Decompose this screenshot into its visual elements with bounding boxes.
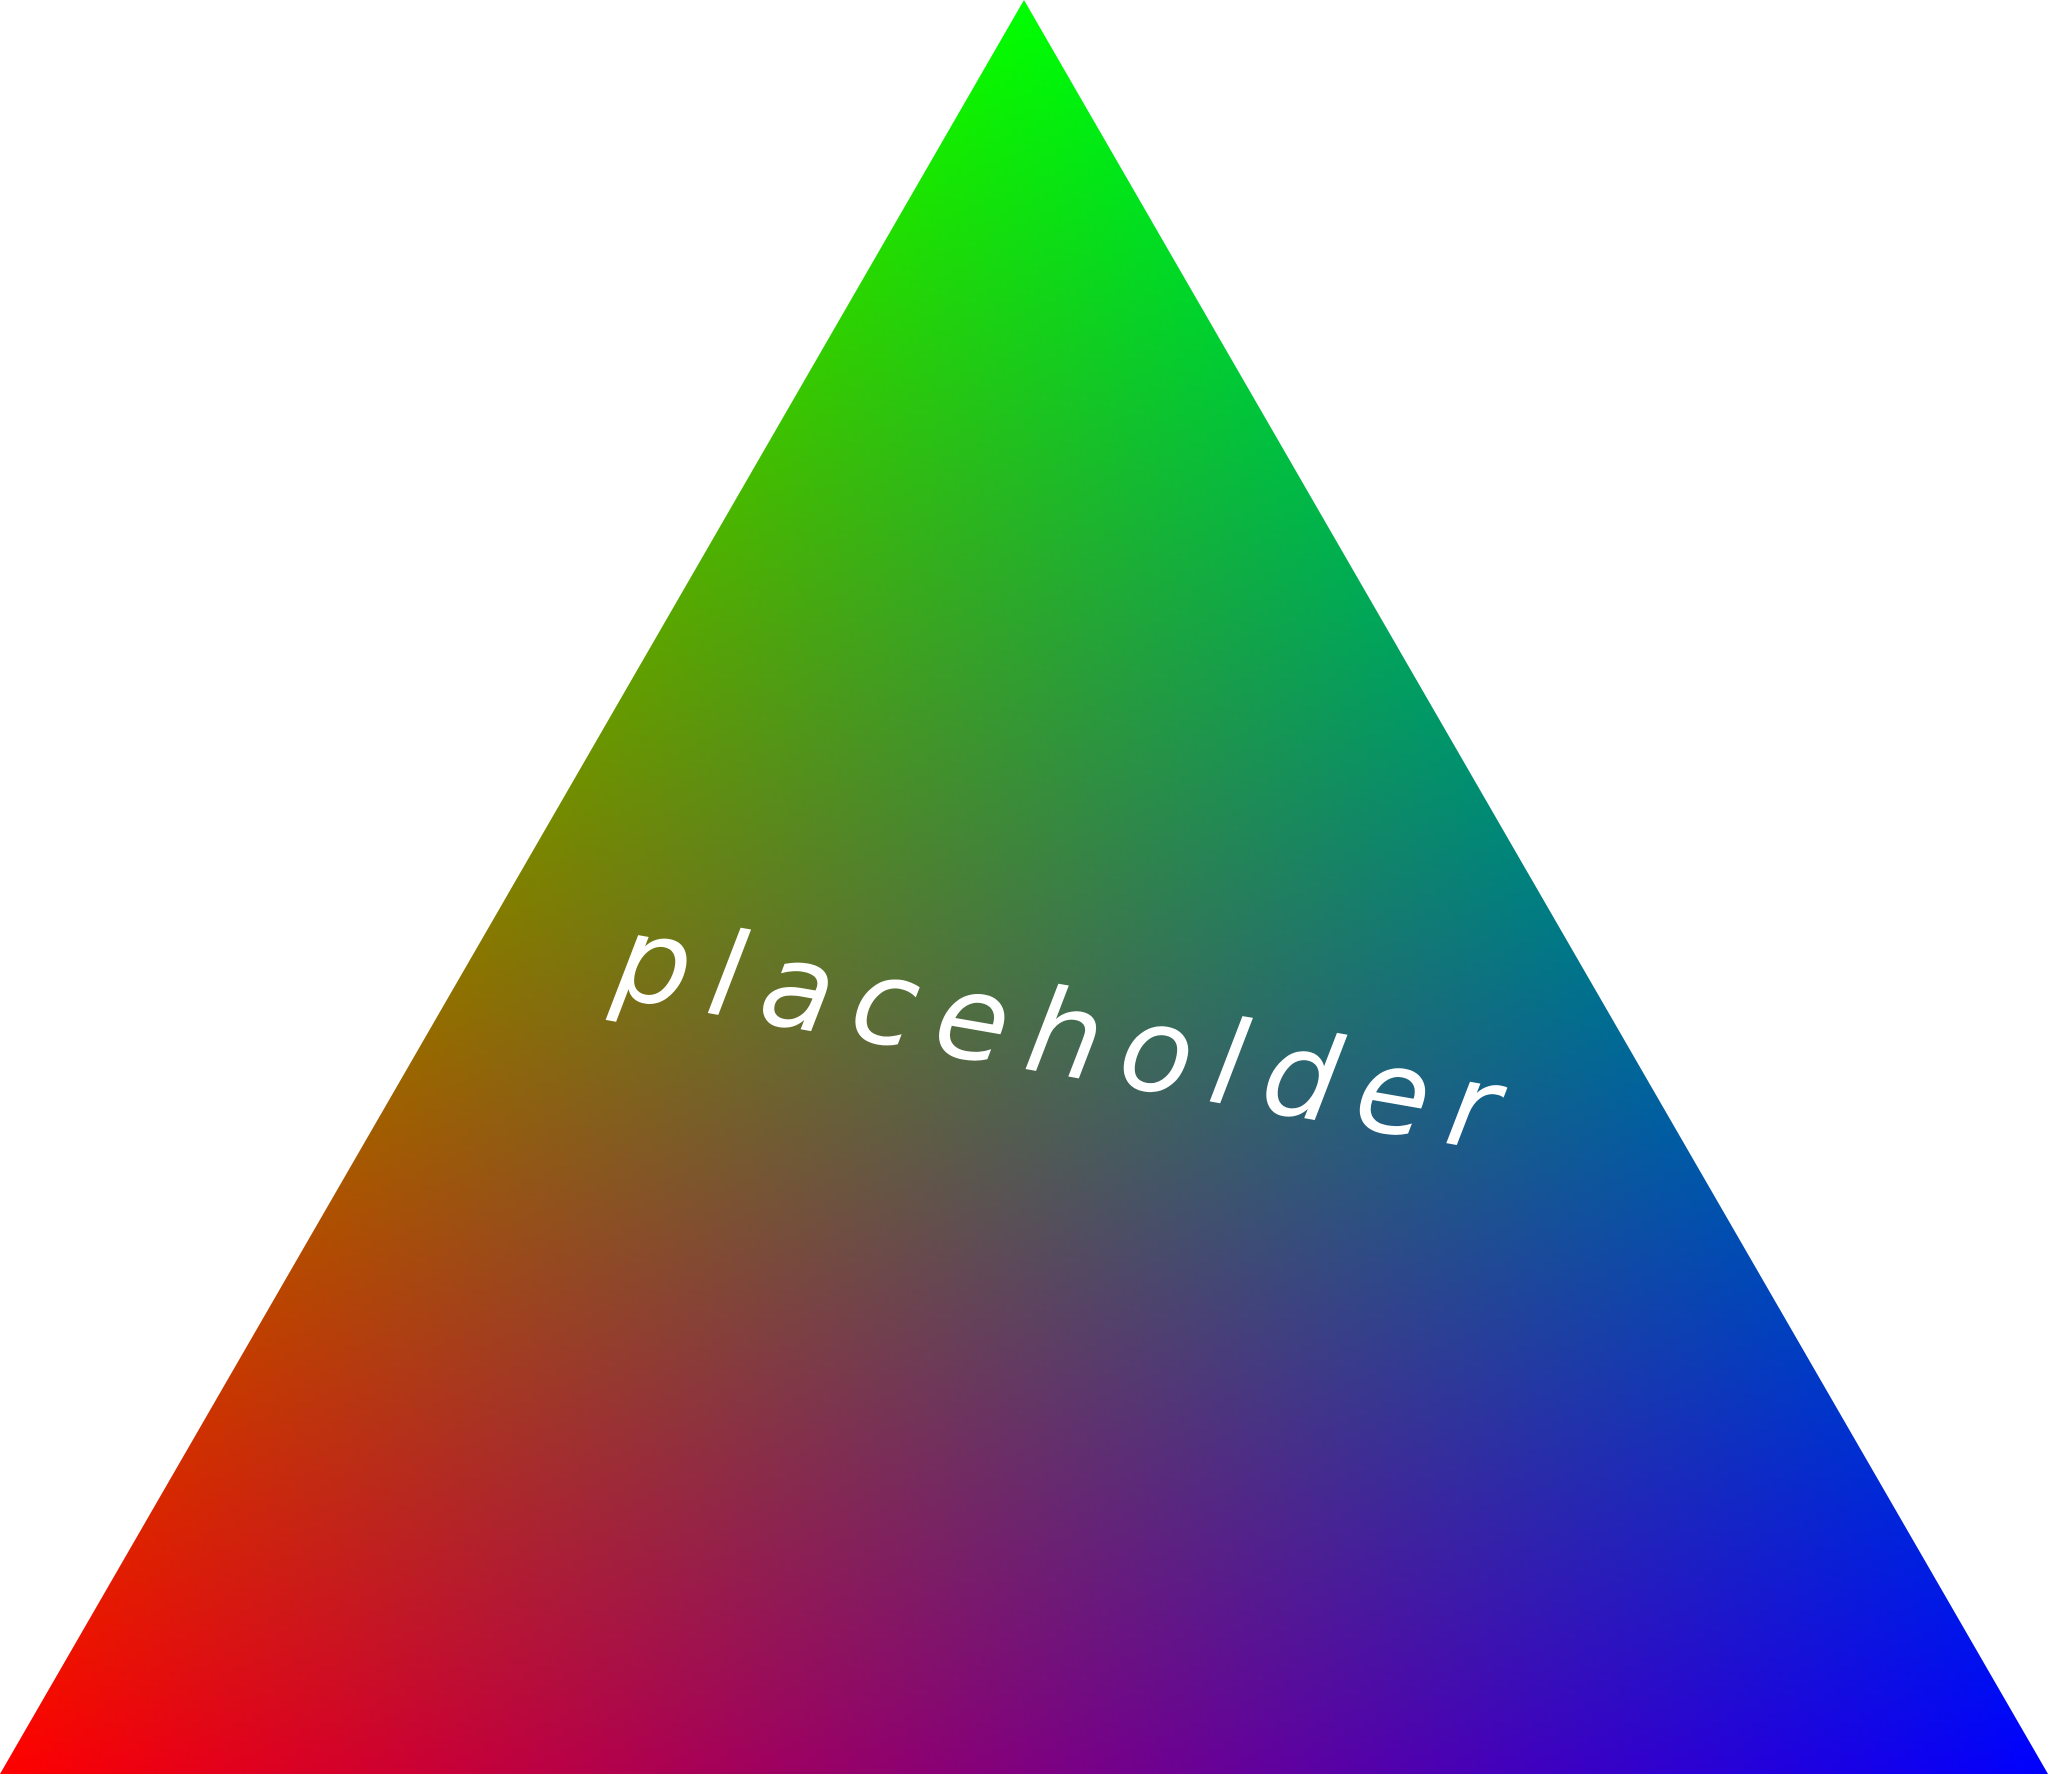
placeholder-graphic: placeholder [0, 0, 2048, 1774]
